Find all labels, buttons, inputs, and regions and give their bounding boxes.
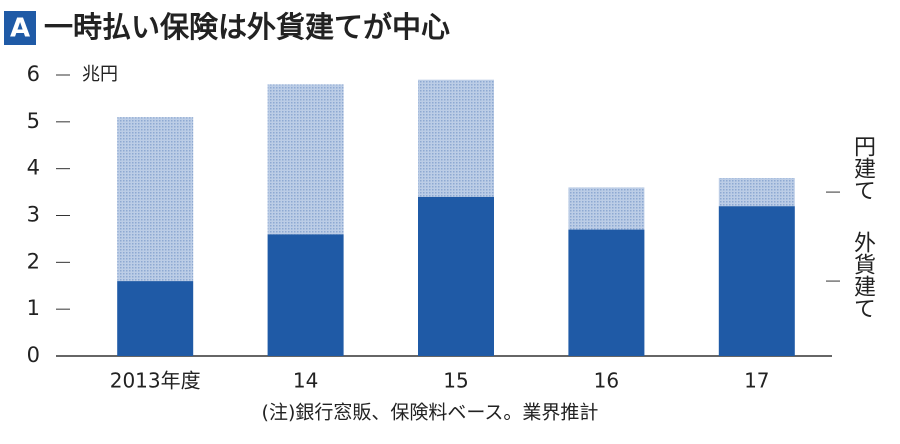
x-tick-label: 16 [594,369,619,393]
y-tick-label: 3 [27,203,40,227]
y-tick-label: 4 [27,156,40,180]
unit-label: 兆円 [82,64,118,85]
y-tick-label: 1 [27,296,40,320]
bar-segment [267,234,344,356]
bar-segment [718,178,795,207]
bar-segment [117,117,194,282]
y-tick-label: 0 [27,343,40,367]
legend-label: 外貨建て [850,231,876,319]
chart-title: 一時払い保険は外貨建てが中心 [44,10,450,44]
bar-segment [718,206,795,356]
bar-segment [418,196,494,356]
bar-segment [568,187,645,230]
x-tick-label: 17 [744,369,769,393]
x-tick-label: 15 [443,369,468,393]
badge: A [10,14,30,44]
note: (注)銀行窓販、保険料ベース。業界推計 [262,402,599,424]
legend-label: 円建て [850,135,876,201]
y-tick-label: 6 [27,62,40,86]
x-tick-label: 2013年度 [110,369,201,393]
bar-segment [568,229,645,356]
bar-segment [418,79,494,197]
bar-segment [117,281,194,356]
x-tick-label: 14 [293,369,318,393]
y-tick-label: 2 [27,249,40,273]
bar-segment [267,84,344,235]
badge-box [4,11,36,45]
y-tick-label: 5 [27,109,40,133]
